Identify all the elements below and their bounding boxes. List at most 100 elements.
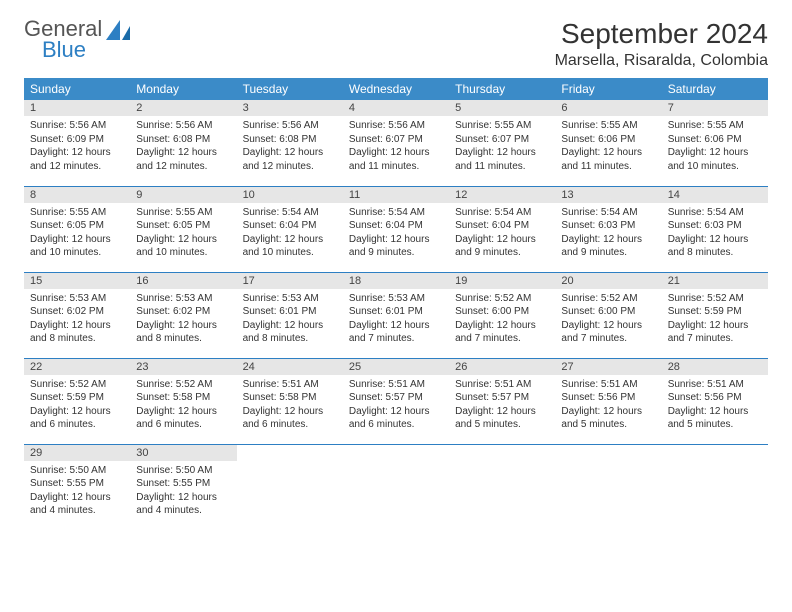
day-number: 12 (449, 187, 555, 203)
location-text: Marsella, Risaralda, Colombia (555, 52, 768, 70)
day-details: Sunrise: 5:53 AMSunset: 6:01 PMDaylight:… (237, 289, 343, 350)
day-details: Sunrise: 5:52 AMSunset: 5:59 PMDaylight:… (24, 375, 130, 436)
brand-line2: Blue (42, 39, 102, 61)
calendar-cell: 6Sunrise: 5:55 AMSunset: 6:06 PMDaylight… (555, 100, 661, 186)
calendar-cell: 16Sunrise: 5:53 AMSunset: 6:02 PMDayligh… (130, 272, 236, 358)
day-details: Sunrise: 5:55 AMSunset: 6:06 PMDaylight:… (662, 116, 768, 177)
weekday-header: Monday (130, 78, 236, 100)
calendar-cell: 27Sunrise: 5:51 AMSunset: 5:56 PMDayligh… (555, 358, 661, 444)
day-details: Sunrise: 5:56 AMSunset: 6:08 PMDaylight:… (237, 116, 343, 177)
day-number: 26 (449, 359, 555, 375)
calendar-cell: 5Sunrise: 5:55 AMSunset: 6:07 PMDaylight… (449, 100, 555, 186)
calendar-cell: 22Sunrise: 5:52 AMSunset: 5:59 PMDayligh… (24, 358, 130, 444)
calendar-cell: 9Sunrise: 5:55 AMSunset: 6:05 PMDaylight… (130, 186, 236, 272)
calendar-cell: 7Sunrise: 5:55 AMSunset: 6:06 PMDaylight… (662, 100, 768, 186)
calendar-cell: 21Sunrise: 5:52 AMSunset: 5:59 PMDayligh… (662, 272, 768, 358)
day-number: 21 (662, 273, 768, 289)
day-details: Sunrise: 5:56 AMSunset: 6:07 PMDaylight:… (343, 116, 449, 177)
calendar-cell: 11Sunrise: 5:54 AMSunset: 6:04 PMDayligh… (343, 186, 449, 272)
calendar-cell: 8Sunrise: 5:55 AMSunset: 6:05 PMDaylight… (24, 186, 130, 272)
page-title: September 2024 (555, 18, 768, 50)
day-number: 14 (662, 187, 768, 203)
calendar-cell (237, 444, 343, 530)
calendar-cell: 19Sunrise: 5:52 AMSunset: 6:00 PMDayligh… (449, 272, 555, 358)
day-details: Sunrise: 5:51 AMSunset: 5:56 PMDaylight:… (555, 375, 661, 436)
day-details: Sunrise: 5:51 AMSunset: 5:58 PMDaylight:… (237, 375, 343, 436)
day-details: Sunrise: 5:54 AMSunset: 6:04 PMDaylight:… (449, 203, 555, 264)
day-number: 7 (662, 100, 768, 116)
title-block: September 2024 Marsella, Risaralda, Colo… (555, 18, 768, 70)
calendar-cell (343, 444, 449, 530)
day-number: 25 (343, 359, 449, 375)
sail-icon (106, 20, 132, 47)
day-details: Sunrise: 5:52 AMSunset: 6:00 PMDaylight:… (555, 289, 661, 350)
calendar-cell: 18Sunrise: 5:53 AMSunset: 6:01 PMDayligh… (343, 272, 449, 358)
day-number: 8 (24, 187, 130, 203)
weekday-header: Friday (555, 78, 661, 100)
day-details: Sunrise: 5:53 AMSunset: 6:02 PMDaylight:… (130, 289, 236, 350)
day-number: 16 (130, 273, 236, 289)
day-details: Sunrise: 5:54 AMSunset: 6:03 PMDaylight:… (555, 203, 661, 264)
brand-logo: General Blue (24, 18, 132, 61)
day-number: 18 (343, 273, 449, 289)
day-details: Sunrise: 5:52 AMSunset: 5:59 PMDaylight:… (662, 289, 768, 350)
day-number: 24 (237, 359, 343, 375)
calendar-cell: 10Sunrise: 5:54 AMSunset: 6:04 PMDayligh… (237, 186, 343, 272)
day-number: 22 (24, 359, 130, 375)
calendar-cell: 29Sunrise: 5:50 AMSunset: 5:55 PMDayligh… (24, 444, 130, 530)
weekday-header: Tuesday (237, 78, 343, 100)
calendar-cell: 20Sunrise: 5:52 AMSunset: 6:00 PMDayligh… (555, 272, 661, 358)
day-details: Sunrise: 5:54 AMSunset: 6:03 PMDaylight:… (662, 203, 768, 264)
day-details: Sunrise: 5:51 AMSunset: 5:56 PMDaylight:… (662, 375, 768, 436)
weekday-header-row: Sunday Monday Tuesday Wednesday Thursday… (24, 78, 768, 100)
day-number: 23 (130, 359, 236, 375)
day-number: 2 (130, 100, 236, 116)
calendar-cell (555, 444, 661, 530)
day-number: 6 (555, 100, 661, 116)
day-details: Sunrise: 5:54 AMSunset: 6:04 PMDaylight:… (343, 203, 449, 264)
day-number: 30 (130, 445, 236, 461)
calendar-cell: 25Sunrise: 5:51 AMSunset: 5:57 PMDayligh… (343, 358, 449, 444)
day-number: 15 (24, 273, 130, 289)
day-number: 27 (555, 359, 661, 375)
day-details: Sunrise: 5:55 AMSunset: 6:05 PMDaylight:… (130, 203, 236, 264)
day-number: 29 (24, 445, 130, 461)
calendar-table: Sunday Monday Tuesday Wednesday Thursday… (24, 78, 768, 530)
day-details: Sunrise: 5:53 AMSunset: 6:02 PMDaylight:… (24, 289, 130, 350)
day-details: Sunrise: 5:55 AMSunset: 6:05 PMDaylight:… (24, 203, 130, 264)
day-number: 17 (237, 273, 343, 289)
day-number: 4 (343, 100, 449, 116)
day-details: Sunrise: 5:52 AMSunset: 6:00 PMDaylight:… (449, 289, 555, 350)
weekday-header: Sunday (24, 78, 130, 100)
day-number: 28 (662, 359, 768, 375)
calendar-cell (449, 444, 555, 530)
day-details: Sunrise: 5:52 AMSunset: 5:58 PMDaylight:… (130, 375, 236, 436)
day-details: Sunrise: 5:50 AMSunset: 5:55 PMDaylight:… (24, 461, 130, 522)
calendar-cell: 23Sunrise: 5:52 AMSunset: 5:58 PMDayligh… (130, 358, 236, 444)
calendar-cell: 2Sunrise: 5:56 AMSunset: 6:08 PMDaylight… (130, 100, 236, 186)
day-number: 19 (449, 273, 555, 289)
calendar-cell: 14Sunrise: 5:54 AMSunset: 6:03 PMDayligh… (662, 186, 768, 272)
day-details: Sunrise: 5:50 AMSunset: 5:55 PMDaylight:… (130, 461, 236, 522)
calendar-cell: 4Sunrise: 5:56 AMSunset: 6:07 PMDaylight… (343, 100, 449, 186)
calendar-cell: 1Sunrise: 5:56 AMSunset: 6:09 PMDaylight… (24, 100, 130, 186)
calendar-cell: 15Sunrise: 5:53 AMSunset: 6:02 PMDayligh… (24, 272, 130, 358)
day-details: Sunrise: 5:56 AMSunset: 6:09 PMDaylight:… (24, 116, 130, 177)
day-number: 10 (237, 187, 343, 203)
day-number: 13 (555, 187, 661, 203)
day-details: Sunrise: 5:51 AMSunset: 5:57 PMDaylight:… (449, 375, 555, 436)
brand-text: General Blue (24, 18, 102, 61)
day-number: 5 (449, 100, 555, 116)
day-details: Sunrise: 5:54 AMSunset: 6:04 PMDaylight:… (237, 203, 343, 264)
day-number: 3 (237, 100, 343, 116)
day-details: Sunrise: 5:55 AMSunset: 6:07 PMDaylight:… (449, 116, 555, 177)
day-details: Sunrise: 5:55 AMSunset: 6:06 PMDaylight:… (555, 116, 661, 177)
calendar-cell: 17Sunrise: 5:53 AMSunset: 6:01 PMDayligh… (237, 272, 343, 358)
calendar-cell: 12Sunrise: 5:54 AMSunset: 6:04 PMDayligh… (449, 186, 555, 272)
calendar-cell: 24Sunrise: 5:51 AMSunset: 5:58 PMDayligh… (237, 358, 343, 444)
calendar-cell: 13Sunrise: 5:54 AMSunset: 6:03 PMDayligh… (555, 186, 661, 272)
calendar-cell (662, 444, 768, 530)
weekday-header: Saturday (662, 78, 768, 100)
header: General Blue September 2024 Marsella, Ri… (24, 18, 768, 70)
day-details: Sunrise: 5:53 AMSunset: 6:01 PMDaylight:… (343, 289, 449, 350)
